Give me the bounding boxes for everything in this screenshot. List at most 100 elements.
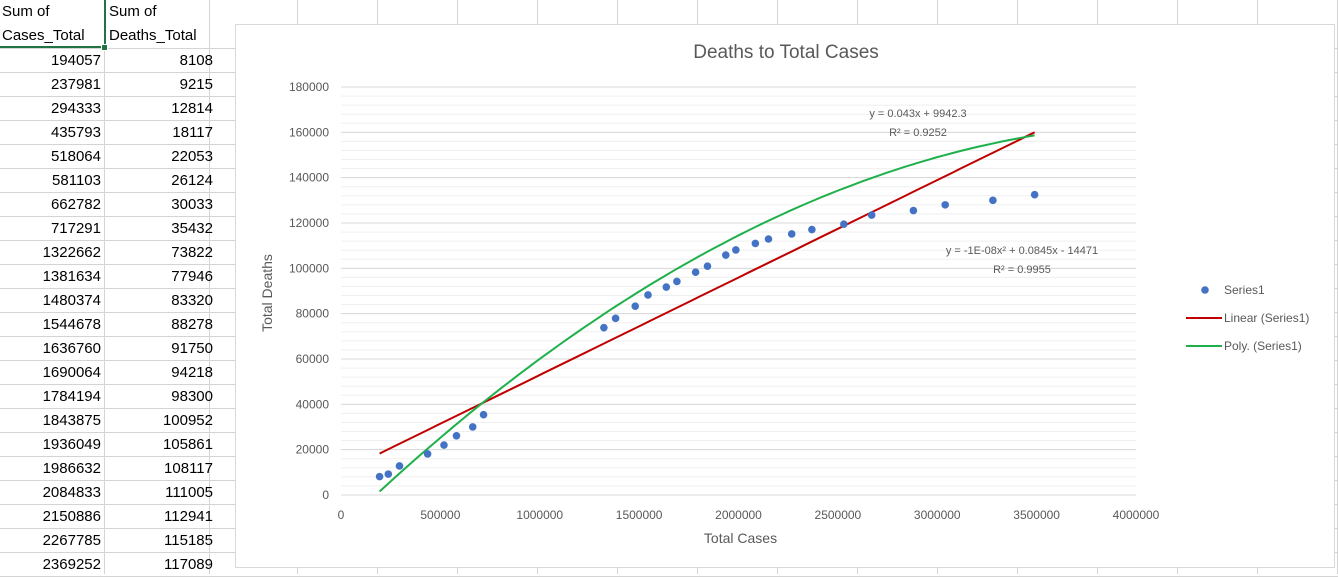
cases-cell[interactable]: 2084833	[42, 484, 101, 501]
cases-cell[interactable]: 1322662	[42, 244, 101, 261]
x-tick-label: 2000000	[715, 508, 762, 522]
y-tick-label: 80000	[296, 307, 330, 321]
cases-cell[interactable]: 1843875	[42, 412, 101, 429]
cases-cell[interactable]: 194057	[50, 52, 101, 69]
deaths-cell[interactable]: 26124	[171, 172, 213, 189]
y-tick-label: 20000	[296, 443, 330, 457]
deaths-cell[interactable]: 88278	[171, 316, 213, 333]
deaths-cell[interactable]: 22053	[171, 148, 213, 165]
x-axis-title: Total Cases	[704, 530, 777, 546]
y-axis-title: Total Deaths	[259, 254, 275, 332]
data-point	[611, 314, 620, 323]
deaths-cell[interactable]: 94218	[171, 364, 213, 381]
x-tick-label: 4000000	[1113, 508, 1160, 522]
cases-cell[interactable]: 581103	[52, 172, 101, 189]
deaths-cell[interactable]: 115185	[164, 532, 213, 549]
header-cell-a-line2[interactable]: Cases_Total	[2, 27, 85, 44]
column-gridline	[104, 0, 105, 574]
x-tick-label: 2500000	[815, 508, 862, 522]
chart-area[interactable]: 0 20000 40000 60000 80000 100000 120000 140000 1…	[235, 24, 1335, 568]
cases-cell[interactable]: 294333	[50, 100, 101, 117]
cases-cell[interactable]: 1986632	[42, 460, 101, 477]
data-point	[1030, 190, 1039, 199]
legend-label-poly: Poly. (Series1)	[1224, 339, 1302, 353]
poly-trendline	[378, 134, 1035, 493]
y-tick-label: 40000	[296, 397, 330, 411]
cases-cell[interactable]: 435793	[50, 124, 101, 141]
data-point	[644, 291, 652, 299]
legend-marker-series1	[1201, 286, 1209, 294]
cases-cell[interactable]: 1544678	[42, 316, 101, 333]
chart-svg: 0 20000 40000 60000 80000 100000 120000 140000 1…	[259, 42, 1309, 546]
data-point	[764, 235, 773, 243]
y-tick-label: 140000	[289, 171, 329, 185]
deaths-cell[interactable]: 83320	[171, 292, 213, 309]
y-tick-label: 0	[322, 488, 329, 502]
data-point	[452, 431, 461, 440]
cases-cell[interactable]: 2267785	[42, 532, 101, 549]
deaths-cell[interactable]: 73822	[171, 244, 213, 261]
cases-cell[interactable]: 1381634	[42, 268, 101, 285]
deaths-cell[interactable]: 8108	[179, 52, 213, 69]
cases-cell[interactable]: 2150886	[42, 508, 101, 525]
chart-title: Deaths to Total Cases	[693, 42, 879, 63]
cases-cell[interactable]: 717291	[50, 220, 101, 237]
y-tick-label: 180000	[289, 80, 329, 94]
cases-cell[interactable]: 1784194	[42, 388, 101, 405]
y-tick-label: 100000	[289, 261, 329, 275]
cases-cell[interactable]: 1690064	[42, 364, 101, 381]
poly-r2-label: R² = 0.9955	[993, 264, 1051, 276]
cases-cell[interactable]: 2369252	[42, 556, 101, 573]
deaths-cell[interactable]: 111005	[165, 484, 213, 501]
deaths-cell[interactable]: 9215	[179, 76, 213, 93]
legend-label-linear: Linear (Series1)	[1224, 311, 1309, 325]
data-point	[662, 283, 671, 291]
deaths-cell[interactable]: 98300	[171, 388, 213, 405]
y-tick-label: 160000	[289, 125, 329, 139]
x-tick-label: 500000	[420, 508, 460, 522]
selected-cell-border	[0, 46, 104, 48]
legend-label-series1: Series1	[1224, 283, 1265, 297]
data-point	[721, 251, 730, 259]
deaths-cell[interactable]: 91750	[171, 340, 213, 357]
data-point	[673, 277, 681, 286]
x-tick-label: 3500000	[1013, 508, 1060, 522]
data-point	[423, 450, 432, 458]
data-point	[691, 268, 700, 276]
data-point	[375, 472, 384, 481]
x-tick-label: 0	[338, 508, 345, 522]
cases-cell[interactable]: 1636760	[42, 340, 101, 357]
cases-cell[interactable]: 662782	[50, 196, 101, 213]
deaths-cell[interactable]: 100952	[162, 412, 213, 429]
deaths-cell[interactable]: 35432	[171, 220, 213, 237]
fill-handle[interactable]	[101, 44, 108, 51]
data-point	[840, 220, 848, 228]
data-point	[479, 410, 488, 419]
linear-trendline	[379, 131, 1036, 455]
data-point	[600, 323, 608, 332]
deaths-cell[interactable]: 12814	[171, 100, 213, 117]
column-gridline	[209, 0, 210, 574]
deaths-cell[interactable]: 117089	[164, 556, 213, 573]
deaths-cell[interactable]: 108117	[164, 460, 213, 477]
x-tick-label: 1000000	[516, 508, 563, 522]
cases-cell[interactable]: 1936049	[42, 436, 101, 453]
header-cell-a-line1[interactable]: Sum of	[2, 3, 50, 20]
data-point	[867, 211, 876, 219]
data-point	[989, 196, 997, 205]
deaths-cell[interactable]: 77946	[171, 268, 213, 285]
deaths-cell[interactable]: 105861	[162, 436, 213, 453]
deaths-cell[interactable]: 30033	[171, 196, 213, 213]
data-point	[808, 225, 816, 234]
cases-cell[interactable]: 237981	[50, 76, 101, 93]
data-point	[395, 462, 404, 470]
deaths-cell[interactable]: 112941	[164, 508, 213, 525]
cases-cell[interactable]: 518064	[50, 148, 101, 165]
data-point	[909, 206, 918, 215]
data-point	[732, 246, 740, 254]
y-tick-label: 120000	[289, 216, 329, 230]
cases-cell[interactable]: 1480374	[42, 292, 101, 309]
deaths-cell[interactable]: 18117	[172, 124, 213, 141]
header-cell-b-line2[interactable]: Deaths_Total	[109, 27, 197, 44]
header-cell-b-line1[interactable]: Sum of	[109, 3, 157, 20]
